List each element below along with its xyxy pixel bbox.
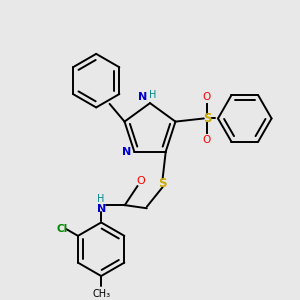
Text: N: N — [122, 147, 131, 157]
Text: S: S — [203, 112, 211, 125]
Text: O: O — [137, 176, 146, 187]
Text: H: H — [149, 90, 157, 100]
Text: S: S — [158, 177, 167, 190]
Text: N: N — [97, 204, 106, 214]
Text: N: N — [138, 92, 148, 102]
Text: CH₃: CH₃ — [92, 290, 110, 299]
Text: H: H — [98, 194, 105, 205]
Text: Cl: Cl — [57, 224, 68, 234]
Text: O: O — [203, 135, 211, 145]
Text: O: O — [203, 92, 211, 102]
